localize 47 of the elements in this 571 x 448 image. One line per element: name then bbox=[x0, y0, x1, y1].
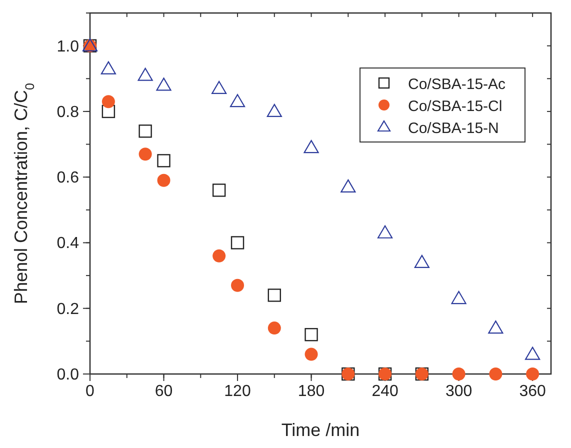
point bbox=[138, 148, 152, 161]
point bbox=[340, 179, 356, 192]
x-tick-label: 360 bbox=[519, 383, 546, 400]
x-tick-label: 240 bbox=[372, 383, 398, 400]
legend-label: Co/SBA-15-N bbox=[408, 120, 499, 137]
point bbox=[304, 140, 319, 154]
y-tick-label: 0.8 bbox=[56, 104, 80, 121]
y-tick-label: 0.6 bbox=[56, 170, 80, 187]
point bbox=[525, 346, 540, 360]
point bbox=[452, 368, 466, 380]
point bbox=[304, 348, 318, 361]
point bbox=[268, 288, 281, 302]
y-tick-label: 0.4 bbox=[56, 235, 80, 252]
point bbox=[414, 254, 430, 268]
x-tick-label: 300 bbox=[445, 383, 472, 400]
point bbox=[102, 104, 116, 118]
point bbox=[231, 278, 244, 292]
point bbox=[212, 184, 226, 197]
point bbox=[157, 154, 170, 168]
point bbox=[230, 94, 246, 108]
point bbox=[156, 78, 172, 91]
point bbox=[212, 80, 227, 94]
point bbox=[526, 368, 540, 380]
legend-label: Co/SBA-15-Cl bbox=[408, 98, 502, 115]
point bbox=[451, 290, 466, 304]
point bbox=[266, 104, 282, 118]
y-tick-label: 0.2 bbox=[56, 300, 80, 318]
point bbox=[304, 328, 318, 342]
x-tick-label: 120 bbox=[224, 383, 251, 400]
point bbox=[138, 124, 152, 138]
point bbox=[230, 236, 244, 250]
x-axis-title: Time /min bbox=[281, 420, 360, 440]
point bbox=[100, 61, 116, 74]
point bbox=[488, 320, 504, 334]
y-tick-label: 0.0 bbox=[56, 366, 80, 384]
point bbox=[138, 68, 153, 81]
x-tick-label: 180 bbox=[298, 383, 325, 400]
x-tick-label: 0 bbox=[86, 383, 95, 400]
x-tick-label: 60 bbox=[154, 383, 173, 400]
point bbox=[157, 174, 170, 187]
point bbox=[377, 225, 393, 238]
point bbox=[489, 368, 502, 380]
point bbox=[102, 95, 115, 108]
point bbox=[268, 322, 281, 335]
point bbox=[212, 249, 226, 262]
legend-label: Co/SBA-15-Ac bbox=[408, 76, 506, 93]
y-tick-label: 1.0 bbox=[56, 38, 80, 56]
